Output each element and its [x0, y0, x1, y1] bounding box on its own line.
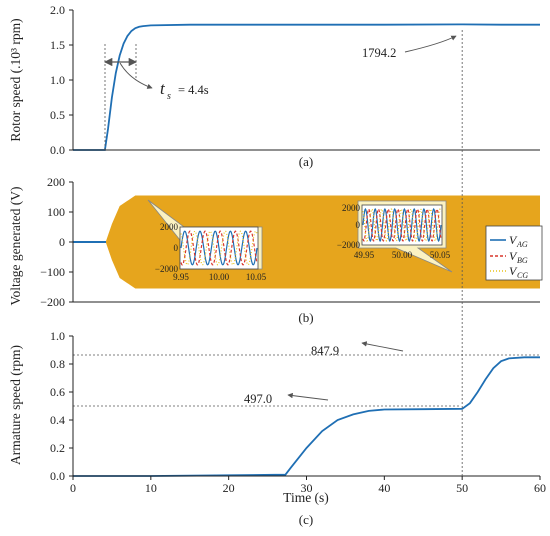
inset-right-xtick: 50.00 [392, 250, 413, 260]
panel-c-xtick: 30 [301, 481, 313, 495]
legend-sub-vbg: BG [517, 256, 528, 265]
inset-right-ytick: 0 [356, 220, 361, 230]
final-speed-value: 1794.2 [362, 46, 396, 60]
inset-right-wave-vcg [362, 208, 442, 242]
legend-sub-vag: AG [516, 240, 528, 249]
inset-left-wave-vcg [180, 230, 258, 266]
panel-c-xtick: 50 [456, 481, 468, 495]
panel-c-ytick: 0.8 [50, 357, 65, 371]
settling-subscript: s [167, 91, 171, 102]
panel-c-xtick: 40 [378, 481, 390, 495]
panel-a-ytick: 2.0 [50, 3, 65, 17]
inset-right-ytick: −2000 [337, 240, 361, 250]
inset-right-wave-vbg [362, 208, 442, 242]
panel-c-ylabel: Armature speed (rpm) [8, 345, 23, 465]
panel-a-caption: (a) [299, 154, 313, 169]
panel-b-ylabel: Voltage generated (V) [8, 187, 23, 306]
panel-c-xlabel: Time (s) [283, 490, 329, 505]
inset-right-xtick: 49.95 [354, 250, 375, 260]
panel-c-ytick: 0.4 [50, 413, 65, 427]
panel-a-ytick: 0.5 [50, 108, 65, 122]
inset-right: 2000 0 −2000 49.95 50.00 50.05 [337, 200, 453, 273]
panel-b-ytick: 0 [59, 235, 65, 249]
panel-c-xtick: 60 [534, 481, 546, 495]
inset-left: 2000 0 −2000 9.95 10.00 10.05 [147, 199, 267, 282]
inset-left-wave-vag [180, 230, 258, 266]
inset-right-wave-vag [362, 207, 442, 243]
lower-value-leader [287, 392, 329, 401]
final-speed-leader [404, 35, 457, 53]
panel-a: Rotor speed (.10³ rpm) 2.0 1.5 1.0 0.5 0.0 t… [8, 3, 540, 169]
settling-leader [119, 62, 153, 89]
panel-a-ytick: 1.5 [50, 38, 65, 52]
inset-left-ytick: 2000 [160, 222, 179, 232]
panel-a-ytick: 1.0 [50, 73, 65, 87]
legend-sub-vcg: CG [517, 271, 528, 280]
settling-time-value: = 4.4s [178, 83, 209, 97]
inset-left-ytick: 0 [174, 243, 179, 253]
panel-c-xtick: 0 [70, 481, 76, 495]
panel-c-ytick: 0.2 [50, 441, 65, 455]
panel-c-ytick: 1.0 [50, 329, 65, 343]
panel-c-ytick: 0.0 [50, 469, 65, 483]
legend-label-vag: V [509, 233, 518, 247]
upper-value-label: 847.9 [311, 344, 339, 358]
inset-left-xtick: 10.00 [209, 272, 230, 282]
panel-b-caption: (b) [298, 310, 313, 325]
panel-a-ytick: 0.0 [50, 143, 65, 157]
voltage-legend: V AG V BG V CG [485, 225, 543, 281]
voltage-envelope [73, 195, 540, 289]
panel-c-xtick: 20 [223, 481, 235, 495]
settling-label: t [160, 79, 166, 98]
legend-label-vbg: V [509, 249, 518, 263]
panel-c-caption: (c) [299, 512, 313, 527]
panel-b-ytick: 100 [47, 205, 65, 219]
legend-label-vcg: V [509, 264, 518, 278]
panel-b-ytick: −200 [40, 295, 65, 309]
lower-value-label: 497.0 [244, 392, 272, 406]
legend-box [485, 225, 543, 281]
panel-b-ytick: −100 [40, 265, 65, 279]
inset-left-ytick: −2000 [155, 264, 179, 274]
panel-c-ytick: 0.6 [50, 385, 65, 399]
inset-left-xtick: 10.05 [246, 272, 267, 282]
panel-c-speed-line [73, 356, 540, 477]
upper-value-leader [361, 341, 404, 352]
inset-left-xtick: 9.95 [173, 272, 189, 282]
inset-left-wave-vbg [180, 230, 258, 266]
inset-right-ytick: 2000 [342, 203, 361, 213]
panel-c-xtick: 10 [145, 481, 157, 495]
panel-a-ylabel: Rotor speed (.10³ rpm) [8, 18, 23, 141]
panel-b-ytick: 200 [47, 175, 65, 189]
panel-a-speed-line [73, 23, 540, 151]
panel-b: Voltage generated (V) 200 100 0 −100 −200 20… [8, 175, 543, 325]
panel-c: Armature speed (rpm) 1.00.80.60.40.20.0 … [8, 329, 546, 527]
inset-right-xtick: 50.05 [430, 250, 451, 260]
